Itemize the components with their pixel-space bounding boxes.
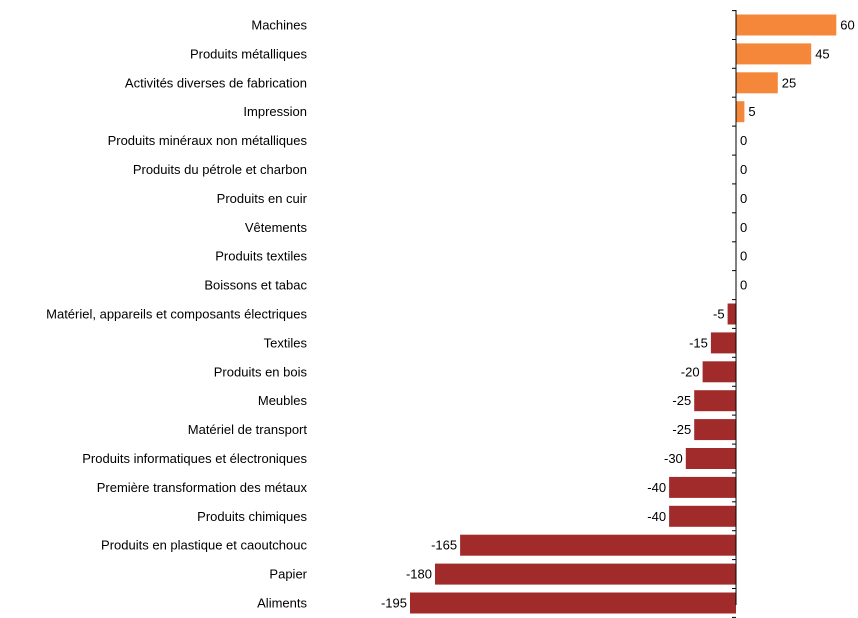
bar: [694, 419, 736, 441]
data-label: -40: [647, 480, 666, 495]
data-label: 45: [815, 46, 829, 61]
category-label: Matériel de transport: [188, 422, 308, 437]
data-label: 25: [782, 75, 796, 90]
bar: [702, 361, 736, 383]
category-label: Matériel, appareils et composants électr…: [46, 307, 307, 322]
bar: [669, 505, 736, 527]
category-label: Meubles: [258, 393, 308, 408]
bars-group: [410, 14, 837, 614]
data-label: -40: [647, 509, 666, 524]
bar: [710, 332, 736, 354]
category-labels-group: Machines Produits métalliques Activités di…: [46, 18, 308, 611]
category-label: Produits en bois: [214, 364, 308, 379]
category-label: Boissons et tabac: [204, 278, 307, 293]
data-label: 60: [840, 18, 854, 33]
category-label: Produits textiles: [215, 249, 307, 264]
category-label: Activités diverses de fabrication: [125, 75, 307, 90]
data-label: 0: [740, 162, 747, 177]
data-label: -165: [431, 538, 457, 553]
category-label: Vêtements: [245, 220, 308, 235]
data-label: -20: [681, 364, 700, 379]
category-label: Aliments: [257, 596, 307, 611]
data-label: -30: [664, 451, 683, 466]
value-labels-group: 6045255000000-5-15-20-25-25-30-40-40-165…: [381, 18, 855, 611]
category-label: Première transformation des métaux: [97, 480, 308, 495]
data-label: 0: [740, 249, 747, 264]
category-label: Produits minéraux non métalliques: [108, 133, 308, 148]
category-label: Textiles: [264, 335, 308, 350]
category-label: Machines: [251, 18, 307, 33]
bar: [435, 563, 736, 585]
bar: [410, 592, 736, 614]
zero-axis-group: [732, 10, 737, 618]
category-label: Produits en cuir: [217, 191, 308, 206]
data-label: 0: [740, 133, 747, 148]
bar: [736, 43, 812, 65]
data-label: 5: [748, 104, 755, 119]
data-label: -180: [406, 567, 432, 582]
data-label: -15: [689, 335, 708, 350]
category-label: Impression: [243, 104, 307, 119]
data-label: 0: [740, 278, 747, 293]
bar: [694, 390, 736, 412]
category-label: Produits chimiques: [197, 509, 307, 524]
category-label: Produits métalliques: [190, 46, 308, 61]
data-label: 0: [740, 191, 747, 206]
bar: [736, 101, 745, 123]
category-label: Produits en plastique et caoutchouc: [101, 538, 307, 553]
data-label: -25: [672, 422, 691, 437]
category-label: Produits du pétrole et charbon: [133, 162, 307, 177]
category-label: Produits informatiques et électroniques: [82, 451, 307, 466]
bar: [736, 72, 778, 94]
bar: [736, 14, 837, 36]
category-label: Papier: [269, 567, 307, 582]
data-label: -25: [672, 393, 691, 408]
bar: [727, 303, 736, 325]
data-label: 0: [740, 220, 747, 235]
data-label: -195: [381, 596, 407, 611]
bar: [685, 448, 736, 469]
bar: [669, 476, 736, 498]
data-label: -5: [713, 307, 725, 322]
bar: [460, 534, 736, 556]
